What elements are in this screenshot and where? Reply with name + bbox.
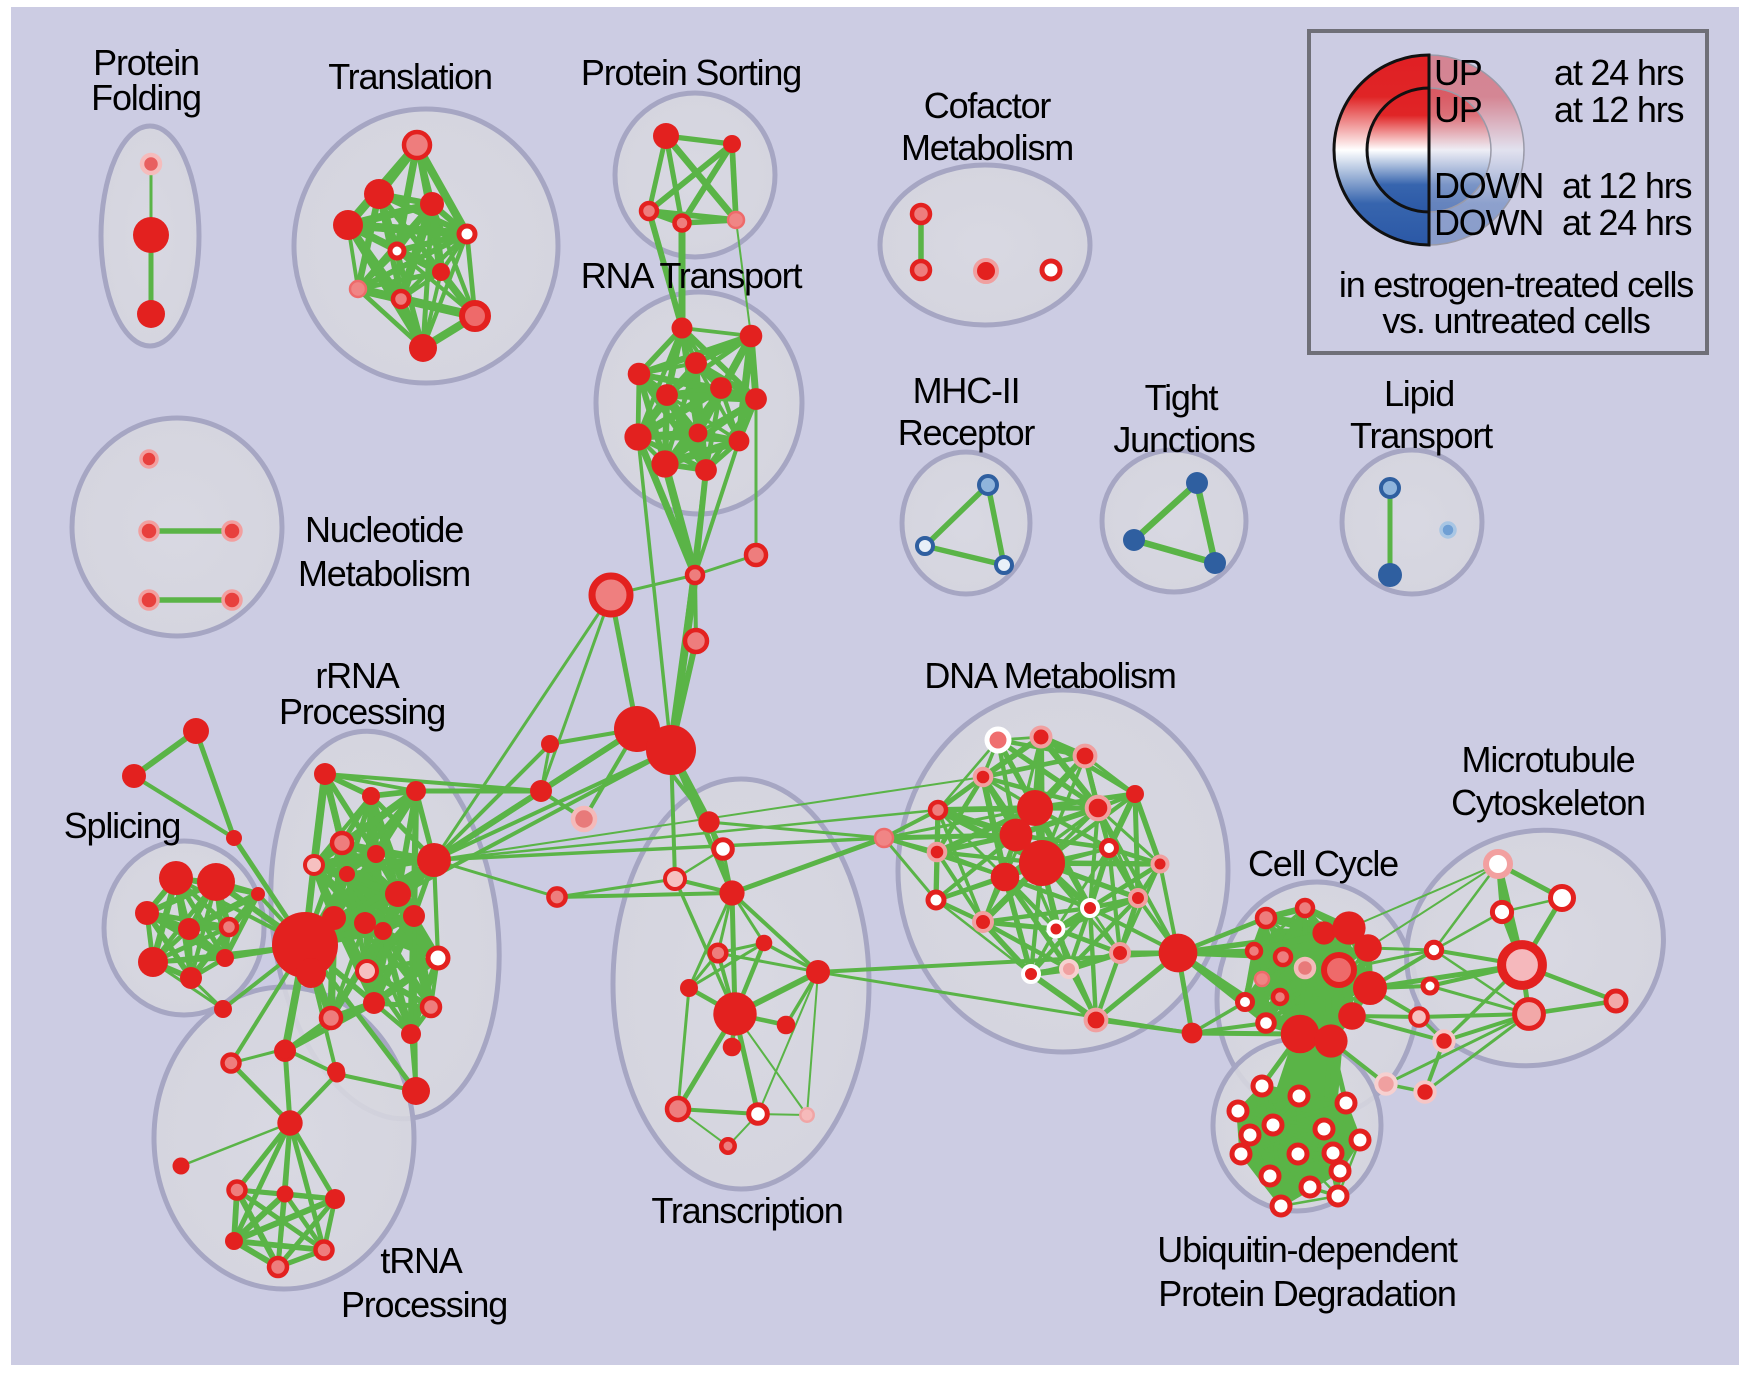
svg-text:Receptor: Receptor: [898, 412, 1036, 453]
svg-text:DOWN: DOWN: [1434, 202, 1543, 243]
svg-text:Transport: Transport: [1350, 415, 1493, 456]
svg-text:Lipid: Lipid: [1384, 373, 1454, 414]
svg-text:Cofactor: Cofactor: [924, 85, 1052, 126]
svg-text:Transcription: Transcription: [651, 1190, 842, 1231]
svg-text:Nucleotide: Nucleotide: [305, 509, 463, 550]
svg-text:at 12 hrs: at 12 hrs: [1554, 89, 1683, 130]
svg-text:Protein: Protein: [93, 42, 199, 83]
svg-text:Cell Cycle: Cell Cycle: [1248, 843, 1398, 884]
svg-text:Ubiquitin-dependent: Ubiquitin-dependent: [1157, 1229, 1458, 1270]
svg-text:tRNA: tRNA: [380, 1240, 462, 1281]
svg-text:Metabolism: Metabolism: [298, 553, 470, 594]
svg-text:at 24 hrs: at 24 hrs: [1562, 202, 1691, 243]
svg-text:DNA Metabolism: DNA Metabolism: [924, 655, 1175, 696]
svg-text:Folding: Folding: [91, 77, 201, 118]
svg-text:at 12 hrs: at 12 hrs: [1562, 165, 1691, 206]
svg-text:MHC-II: MHC-II: [913, 370, 1020, 411]
svg-text:UP: UP: [1434, 89, 1482, 130]
svg-text:Tight: Tight: [1145, 377, 1219, 418]
svg-text:Protein Degradation: Protein Degradation: [1158, 1273, 1455, 1314]
svg-text:in estrogen-treated cells: in estrogen-treated cells: [1339, 264, 1693, 305]
svg-text:Junctions: Junctions: [1113, 419, 1254, 460]
svg-text:at 24 hrs: at 24 hrs: [1554, 52, 1683, 93]
svg-text:Metabolism: Metabolism: [901, 127, 1073, 168]
svg-text:DOWN: DOWN: [1434, 165, 1543, 206]
svg-text:Processing: Processing: [279, 691, 445, 732]
svg-text:Microtubule: Microtubule: [1462, 739, 1635, 780]
svg-text:Translation: Translation: [328, 56, 492, 97]
svg-text:Cytoskeleton: Cytoskeleton: [1451, 782, 1645, 823]
svg-text:Processing: Processing: [341, 1284, 507, 1325]
svg-text:Splicing: Splicing: [64, 805, 180, 846]
svg-text:Protein Sorting: Protein Sorting: [581, 52, 801, 93]
svg-text:rRNA: rRNA: [315, 655, 399, 696]
svg-text:vs. untreated cells: vs. untreated cells: [1382, 300, 1650, 341]
svg-text:RNA Transport: RNA Transport: [581, 255, 803, 296]
svg-text:UP: UP: [1434, 52, 1482, 93]
